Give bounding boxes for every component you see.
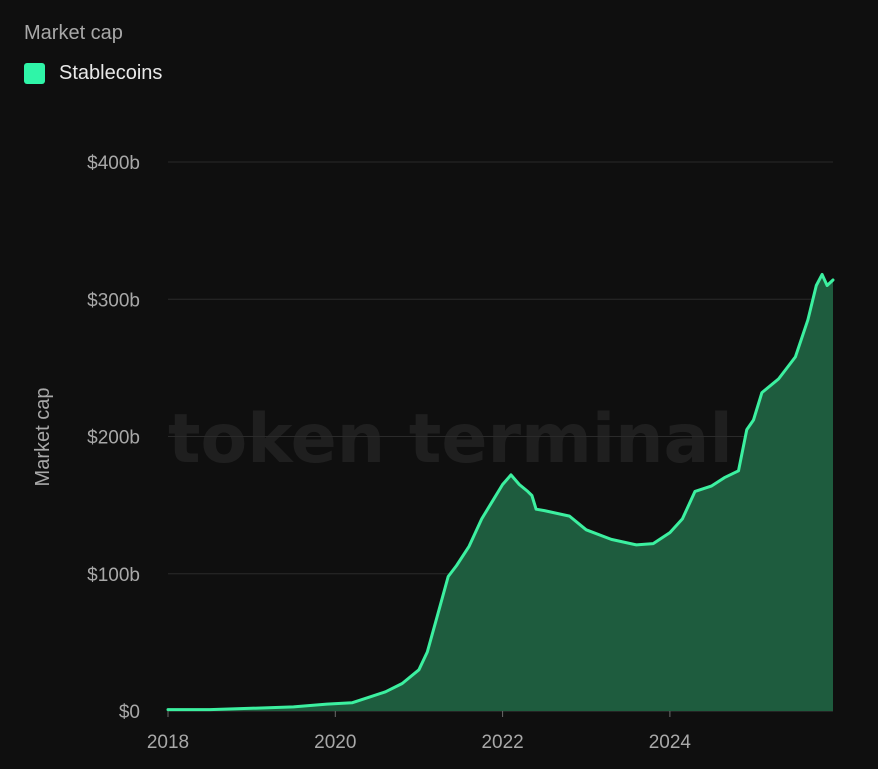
y-axis-ticks: $0 $100b $200b $300b $400b — [87, 153, 140, 723]
legend[interactable]: Stablecoins — [24, 62, 162, 85]
x-tick-label: 2022 — [481, 732, 523, 753]
x-axis-ticks: 2018 2020 2022 2024 — [147, 710, 833, 753]
y-axis-title: Market cap — [32, 388, 54, 487]
y-tick-label: $300b — [87, 290, 140, 311]
legend-label-stablecoins: Stablecoins — [59, 62, 163, 84]
x-tick-label: 2018 — [147, 732, 189, 753]
series-line-stablecoins — [166, 273, 835, 712]
y-tick-label: $0 — [119, 702, 140, 723]
x-tick-label: 2020 — [314, 732, 356, 753]
legend-swatch-stablecoins — [24, 63, 45, 84]
x-tick-label: 2024 — [649, 732, 692, 753]
y-tick-label: $100b — [87, 565, 140, 586]
y-tick-label: $400b — [87, 153, 140, 174]
series-area-stablecoins — [168, 274, 833, 711]
chart-title: Market cap — [24, 22, 123, 44]
watermark: token terminal_ — [168, 400, 767, 479]
y-tick-label: $200b — [87, 428, 140, 449]
series-layer — [166, 273, 835, 712]
